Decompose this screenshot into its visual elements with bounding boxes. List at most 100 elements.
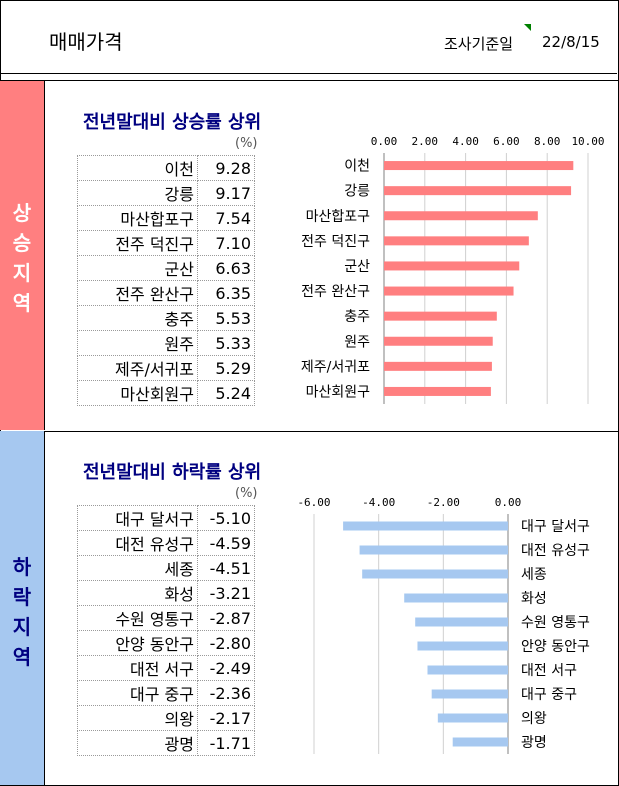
band-falling-char: 락 — [12, 585, 32, 609]
category-label: 대전 유성구 — [521, 543, 590, 559]
table-row: 원주 5.33 — [77, 330, 255, 356]
table-row: 강릉 9.17 — [77, 180, 255, 206]
section-divider — [44, 80, 618, 81]
table-row: 이천 9.28 — [77, 155, 255, 181]
comment-marker-icon — [524, 24, 531, 31]
page-title: 매매가격 — [49, 30, 123, 54]
bar — [359, 545, 508, 555]
bar — [417, 641, 508, 651]
band-falling-char: 지 — [12, 615, 32, 639]
up-value-cell: 5.29 — [197, 355, 255, 381]
bar — [362, 569, 508, 579]
table-row: 마산회원구 5.24 — [77, 380, 255, 406]
bar — [384, 336, 493, 346]
band-rising: 상 승 지 역 — [0, 80, 45, 430]
bar — [384, 311, 497, 321]
category-label: 강릉 — [344, 184, 370, 200]
category-label: 원주 — [344, 334, 370, 350]
rising-unit: (%) — [235, 136, 258, 151]
category-label: 화성 — [521, 591, 547, 607]
bar — [384, 361, 492, 371]
bar — [384, 286, 514, 296]
x-tick-label: -2.00 — [427, 496, 460, 509]
band-rising-char: 역 — [12, 291, 32, 315]
table-row: 마산합포구 7.54 — [77, 205, 255, 231]
bar — [384, 186, 572, 196]
down-value-cell: -2.17 — [197, 705, 255, 731]
up-value-cell: 9.28 — [197, 155, 255, 181]
down-value-cell: -2.80 — [197, 630, 255, 656]
down-value-cell: -2.87 — [197, 605, 255, 631]
down-region-cell: 광명 — [77, 730, 198, 756]
bar — [452, 737, 508, 747]
band-rising-char: 지 — [12, 261, 32, 285]
header: 매매가격 조사기준일 22/8/15 — [0, 0, 617, 74]
x-tick-label: -4.00 — [362, 496, 395, 509]
table-row: 의왕 -2.17 — [77, 705, 255, 731]
down-value-cell: -5.10 — [197, 505, 255, 531]
down-region-cell: 대구 달서구 — [77, 505, 198, 531]
category-label: 마산합포구 — [306, 209, 371, 225]
table-row: 세종 -4.51 — [77, 555, 255, 581]
up-value-cell: 5.53 — [197, 305, 255, 331]
x-tick-label: 10.00 — [571, 135, 604, 148]
table-row: 화성 -3.21 — [77, 580, 255, 606]
x-tick-label: 0.00 — [495, 496, 522, 509]
x-tick-label: 4.00 — [452, 135, 479, 148]
bar — [384, 211, 538, 221]
up-value-cell: 7.10 — [197, 230, 255, 256]
band-rising-char: 상 — [12, 201, 32, 225]
up-value-cell: 6.63 — [197, 255, 255, 281]
up-region-cell: 전주 덕진구 — [77, 230, 198, 256]
band-rising-char: 승 — [12, 231, 32, 255]
category-label: 충주 — [344, 309, 370, 325]
x-tick-label: 2.00 — [412, 135, 439, 148]
up-region-cell: 강릉 — [77, 180, 198, 206]
category-label: 이천 — [344, 159, 370, 175]
bar — [384, 386, 491, 396]
x-tick-label: 8.00 — [534, 135, 561, 148]
down-region-cell: 대전 서구 — [77, 655, 198, 681]
up-value-cell: 5.24 — [197, 380, 255, 406]
category-label: 전주 덕진구 — [301, 234, 370, 250]
falling-section-title: 전년말대비 하락률 상위 — [83, 462, 262, 483]
up-value-cell: 7.54 — [197, 205, 255, 231]
category-label: 세종 — [521, 567, 547, 583]
table-row: 전주 덕진구 7.10 — [77, 230, 255, 256]
falling-unit: (%) — [235, 486, 258, 501]
rising-table: 이천 9.28 강릉 9.17 마산합포구 7.54 전주 덕진구 7.10 군산 6.63 전주 … — [77, 155, 255, 406]
up-region-cell: 원주 — [77, 330, 198, 356]
x-tick-label: 0.00 — [371, 135, 398, 148]
down-region-cell: 세종 — [77, 555, 198, 581]
band-falling-label: 하 락 지 역 — [0, 552, 44, 672]
category-label: 광명 — [521, 735, 547, 751]
up-value-cell: 6.35 — [197, 280, 255, 306]
bar — [384, 161, 574, 171]
bar — [427, 665, 508, 675]
band-falling-char: 하 — [12, 555, 32, 579]
category-label: 안양 동안구 — [521, 639, 590, 655]
category-label: 수원 영통구 — [521, 615, 590, 631]
category-label: 전주 완산구 — [301, 284, 370, 300]
section-divider — [44, 431, 618, 432]
down-value-cell: -1.71 — [197, 730, 255, 756]
table-row: 전주 완산구 6.35 — [77, 280, 255, 306]
bar — [415, 617, 508, 627]
falling-table: 대구 달서구 -5.10 대전 유성구 -4.59 세종 -4.51 화성 -3.21 수원 영… — [77, 505, 255, 756]
table-row: 대전 유성구 -4.59 — [77, 530, 255, 556]
band-falling: 하 락 지 역 — [0, 431, 45, 785]
down-region-cell: 의왕 — [77, 705, 198, 731]
table-row: 대구 달서구 -5.10 — [77, 505, 255, 531]
x-tick-label: 6.00 — [493, 135, 520, 148]
category-label: 대전 서구 — [521, 663, 577, 679]
category-label: 군산 — [344, 259, 370, 275]
category-label: 의왕 — [521, 711, 547, 727]
bar — [431, 689, 508, 699]
category-label: 마산회원구 — [306, 384, 371, 400]
bar — [437, 713, 508, 723]
table-row: 대전 서구 -2.49 — [77, 655, 255, 681]
bar — [384, 236, 529, 246]
down-region-cell: 화성 — [77, 580, 198, 606]
down-value-cell: -2.49 — [197, 655, 255, 681]
